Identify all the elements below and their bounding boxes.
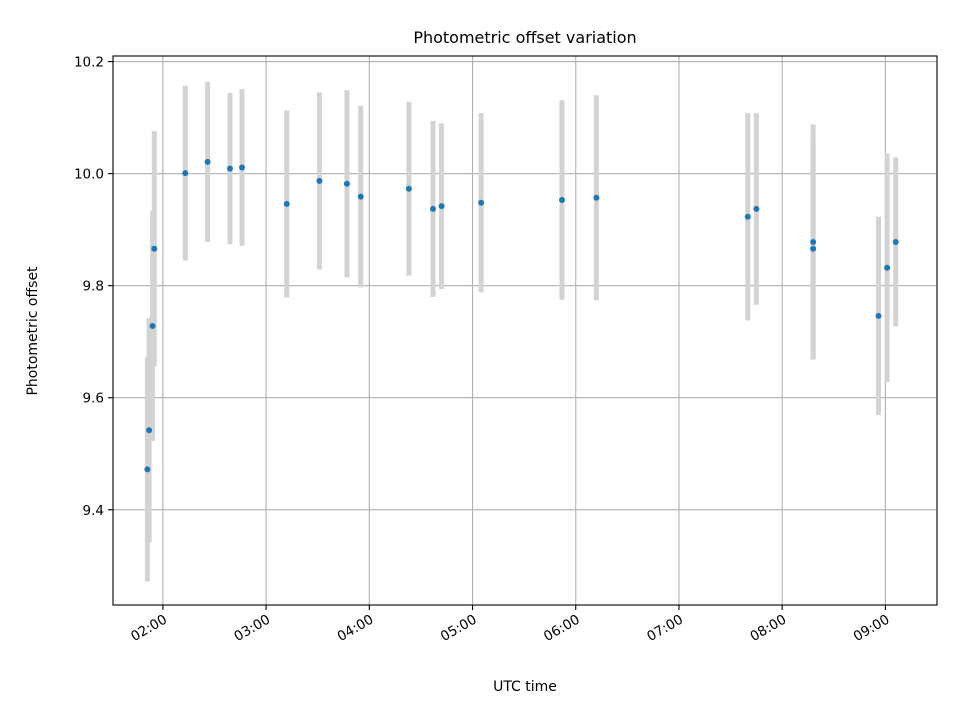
y-tick-label: 10.2 — [74, 55, 104, 71]
data-point — [204, 158, 211, 165]
data-point — [438, 203, 445, 210]
y-tick-label: 10.0 — [74, 167, 104, 183]
data-point — [151, 245, 158, 252]
plot-frame — [112, 55, 938, 606]
point-layer — [144, 158, 899, 473]
y-tick-label: 9.4 — [83, 503, 104, 519]
data-point — [593, 194, 600, 201]
data-point — [343, 180, 350, 187]
data-point — [875, 312, 882, 319]
data-point — [182, 170, 189, 177]
data-point — [239, 164, 246, 171]
data-point — [753, 205, 760, 212]
data-point — [558, 196, 565, 203]
data-point — [478, 199, 485, 206]
data-point — [892, 238, 899, 245]
data-point — [429, 205, 436, 212]
y-axis-label: Photometric offset — [25, 266, 41, 396]
data-point — [316, 177, 323, 184]
y-tick-label: 9.6 — [83, 391, 104, 407]
data-point — [226, 165, 233, 172]
data-point — [744, 213, 751, 220]
data-point — [149, 323, 156, 330]
data-point — [144, 466, 151, 473]
data-point — [810, 238, 817, 245]
data-point — [146, 427, 153, 434]
chart-title: Photometric offset variation — [413, 28, 636, 47]
data-point — [357, 193, 364, 200]
data-point — [283, 200, 290, 207]
data-point — [884, 264, 891, 271]
x-axis-label: UTC time — [493, 679, 557, 695]
y-tick-label: 9.8 — [83, 279, 104, 295]
grid-layer — [113, 56, 937, 605]
data-point — [405, 185, 412, 192]
data-point — [810, 245, 817, 252]
